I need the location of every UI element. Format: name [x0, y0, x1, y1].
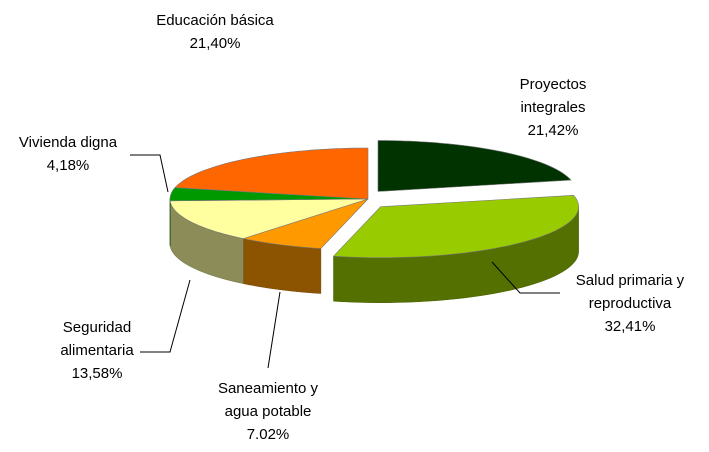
- slice-label: Proyectos integrales 21,42%: [503, 73, 603, 142]
- category-label: Salud primaria y reproductiva: [575, 272, 685, 312]
- category-label: Seguridad alimentaria: [60, 319, 134, 359]
- leader-line: [267, 291, 281, 369]
- value-label: 4,18%: [46, 157, 90, 174]
- category-label: Educación básica: [156, 12, 274, 29]
- slice: [332, 194, 579, 258]
- value-label: 21,40%: [189, 35, 241, 52]
- slice: [243, 198, 369, 249]
- slice: [174, 147, 369, 200]
- value-label: 13,58%: [71, 365, 123, 382]
- leader-line: [140, 279, 191, 353]
- slice-label: Educación básica 21,40%: [120, 9, 310, 55]
- slice-label: Seguridad alimentaria 13,58%: [47, 316, 147, 385]
- slice: [169, 198, 369, 239]
- leader-line: [130, 154, 169, 193]
- value-label: 32,41%: [604, 318, 656, 335]
- slice: [377, 140, 572, 192]
- slice-label: Saneamiento y agua potable 7.02%: [203, 377, 333, 446]
- category-label: Vivienda digna: [18, 134, 118, 151]
- leader-line: [491, 261, 560, 294]
- value-label: 21,42%: [527, 122, 579, 139]
- slice-label: Salud primaria y reproductiva 32,41%: [560, 269, 700, 338]
- category-label: Proyectos integrales: [519, 76, 587, 116]
- slice-label: Vivienda digna 4,18%: [0, 131, 138, 177]
- category-label: Saneamiento y agua potable: [217, 380, 319, 420]
- value-label: 7.02%: [246, 426, 290, 443]
- slice: [169, 187, 369, 202]
